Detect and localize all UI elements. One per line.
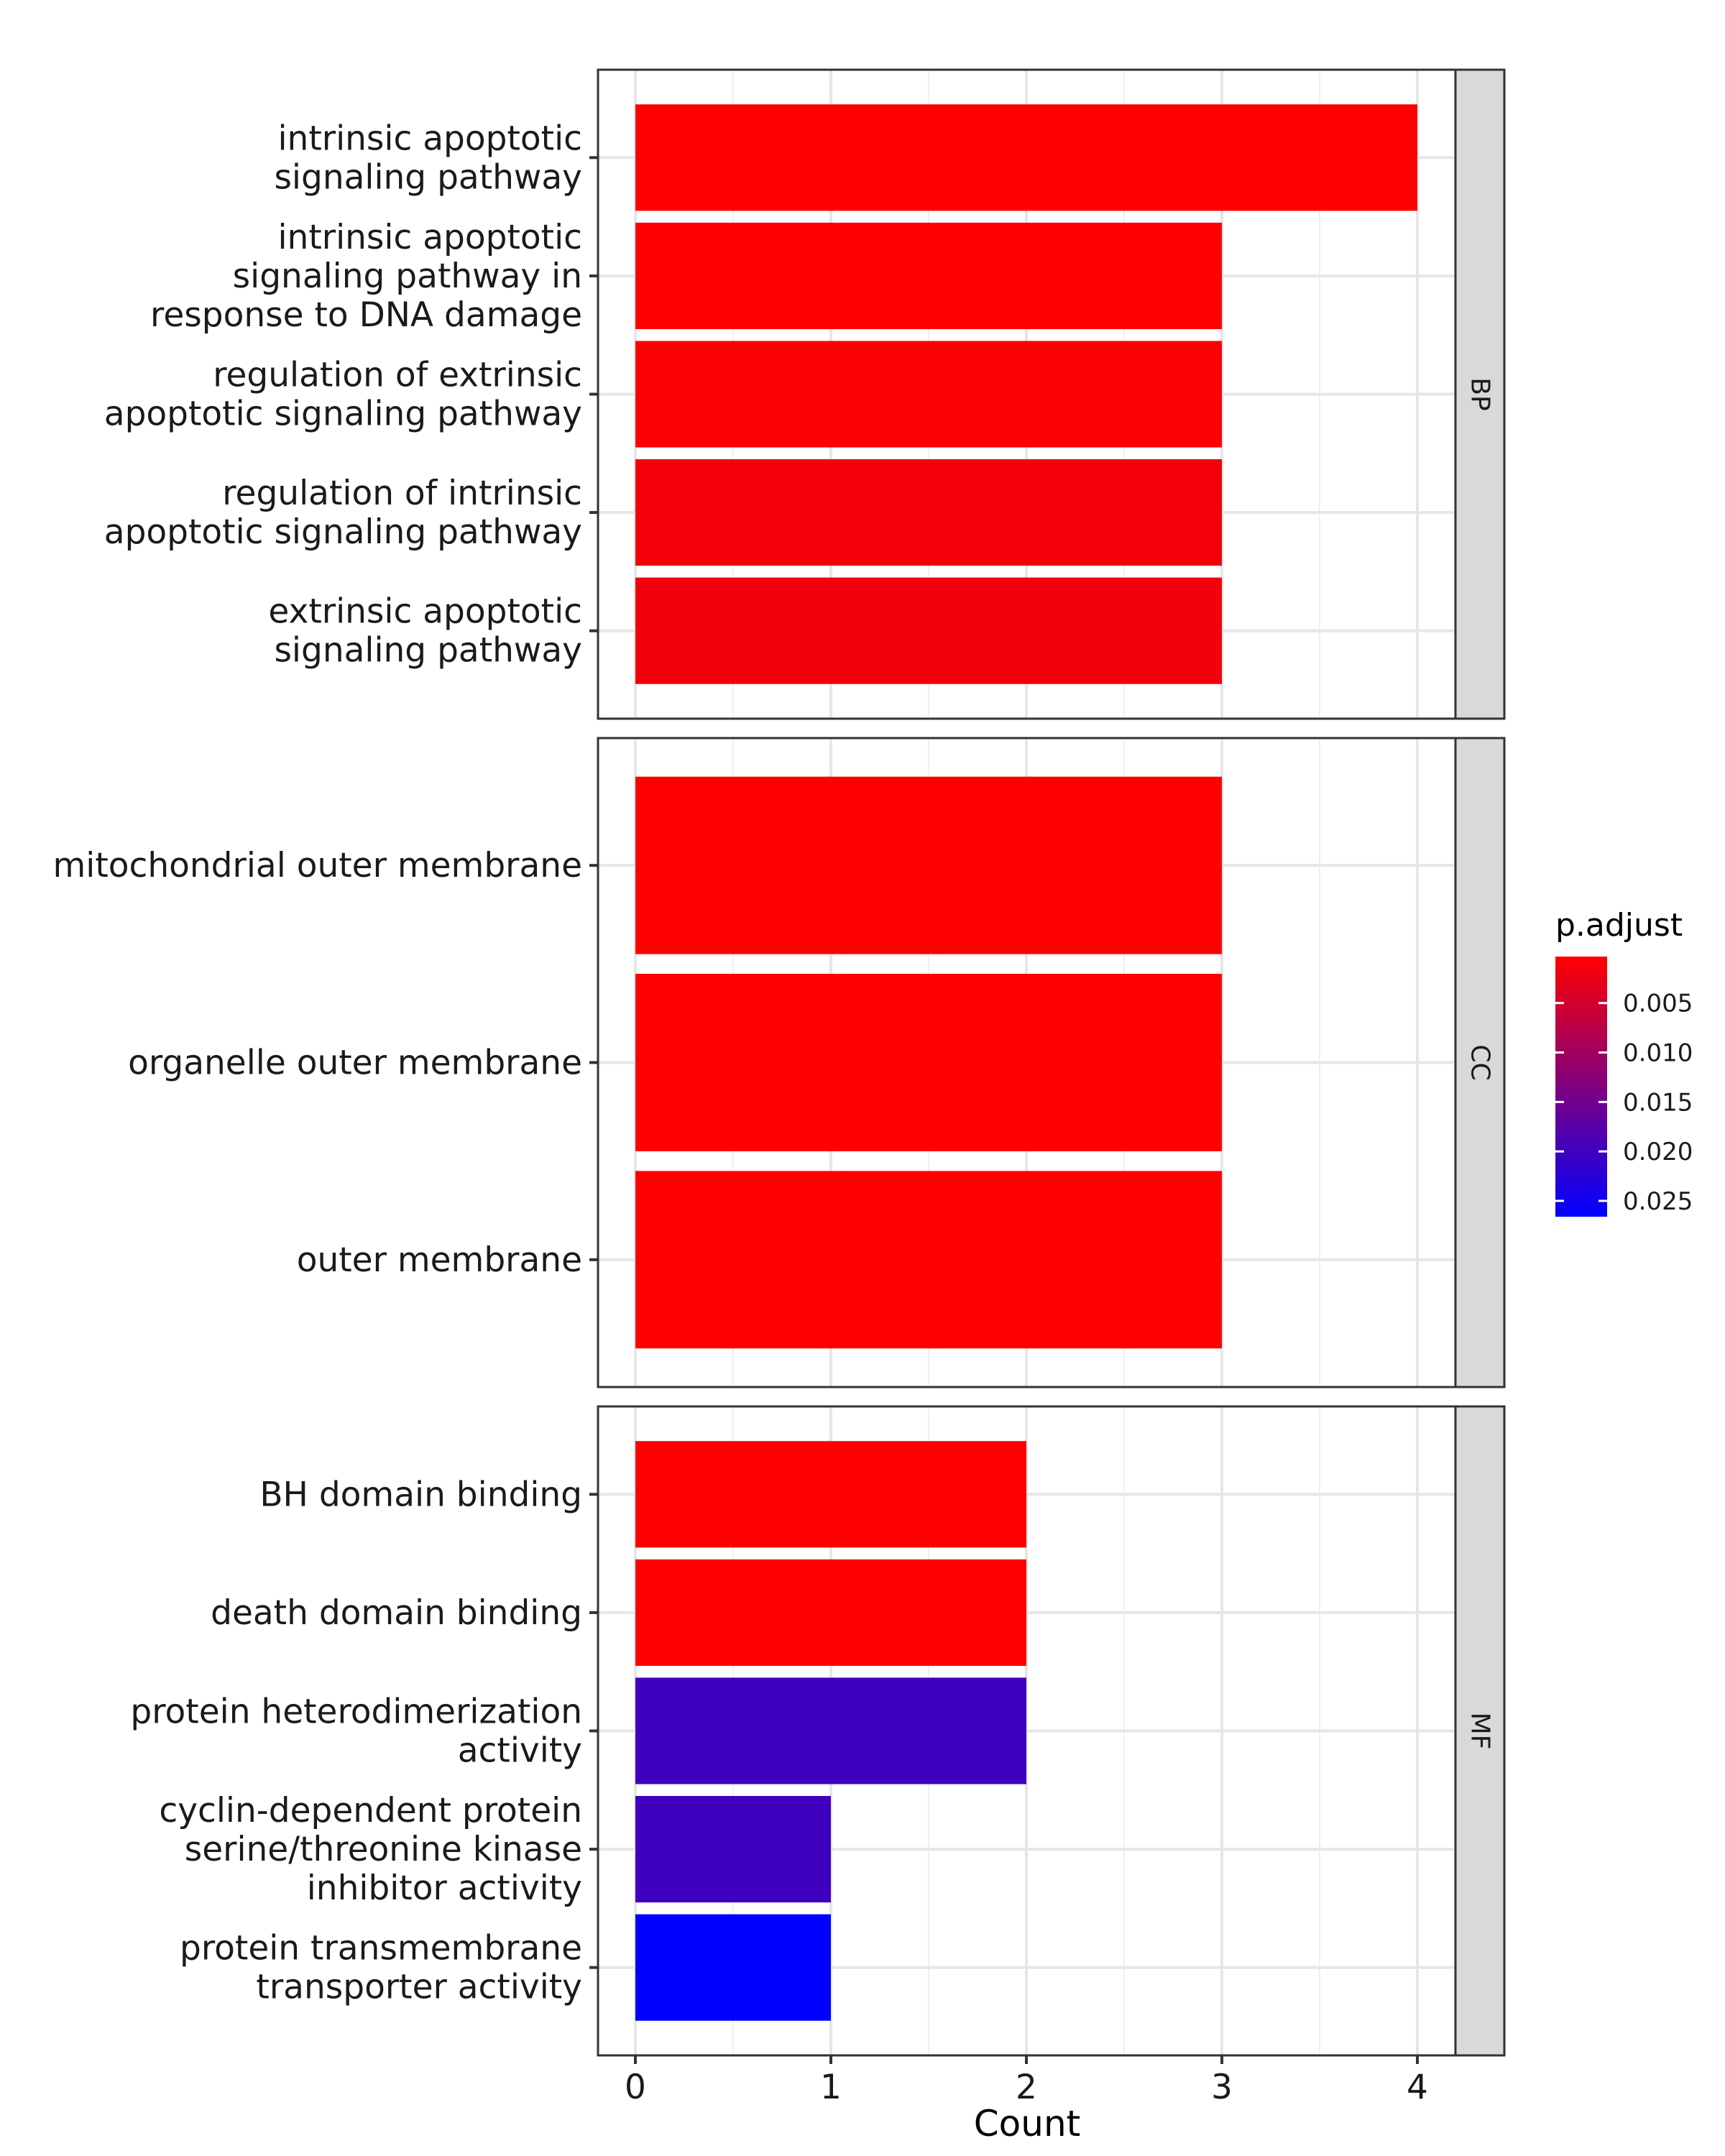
x-tick-label: 0 [625,2068,646,2107]
category-label: cyclin-dependent protein serine/threonine… [159,1791,582,1908]
category-label-line: BH domain binding [259,1475,582,1514]
x-tick-label: 2 [1016,2068,1037,2107]
facet-strip-label: CC [1466,1044,1495,1080]
legend-colorbar [1555,957,1607,1217]
bar-mf-4 [635,1796,831,1903]
category-label-line: signaling pathway in [233,257,582,296]
category-label: protein heterodimerization activity [130,1692,582,1771]
category-label-line: outer membrane [297,1240,582,1280]
category-label: death domain binding [211,1593,582,1633]
facet-panel-mf: BH domain binding death domain binding pro… [130,1405,1506,2057]
category-label-line: response to DNA damage [150,295,582,335]
category-label-line: apoptotic signaling pathway [104,395,582,434]
bar-cc-1 [635,776,1222,954]
facet-panels: intrinsic apoptotic signaling pathwayintr… [52,68,1506,2057]
category-label: regulation of intrinsic apoptotic signali… [104,474,582,552]
category-label-line: regulation of intrinsic [222,474,582,513]
x-axis: Count 0 1 2 3 4 [625,2055,1428,2145]
bar-bp-3 [635,341,1222,448]
legend-tick-label: 0.005 [1623,990,1693,1018]
category-label-line: activity [458,1731,582,1771]
bar-bp-5 [635,577,1222,684]
bar-mf-1 [635,1441,1026,1548]
category-label-line: inhibitor activity [307,1869,582,1908]
legend-tick-label: 0.015 [1623,1088,1693,1117]
bar-cc-3 [635,1171,1222,1349]
facet-strip [1454,68,1506,720]
category-label-line: organelle outer membrane [128,1044,582,1083]
category-label-line: signaling pathway [274,157,582,197]
category-label-line: mitochondrial outer membrane [52,846,582,885]
legend-title: p.adjust [1555,907,1683,944]
category-label: outer membrane [297,1240,582,1280]
category-label-line: protein heterodimerization [130,1692,582,1732]
facet-strip-label: BP [1466,377,1495,410]
category-label-line: transporter activity [256,1968,582,2007]
category-label: extrinsic apoptotic signaling pathway [268,592,582,671]
bar-bp-2 [635,222,1222,329]
color-legend: p.adjust 0.005 0.010 0.015 0.020 0.025 [1555,907,1693,1217]
legend-tick-label: 0.020 [1623,1138,1693,1166]
facet-panel-cc: mitochondrial outer membrane organelle ou… [52,737,1506,1388]
category-label-line: signaling pathway [274,631,582,671]
category-label: regulation of extrinsic apoptotic signali… [104,356,582,434]
facet-strip-label: MF [1466,1713,1495,1750]
category-label: protein transmembrane transporter activit… [180,1929,582,2007]
category-label: intrinsic apoptotic signaling pathway [274,119,582,197]
bar-mf-5 [635,1914,831,2021]
facet-panel-bp: intrinsic apoptotic signaling pathwayintr… [104,68,1506,720]
category-label: organelle outer membrane [128,1044,582,1083]
x-axis-title: Count [974,2103,1081,2145]
x-tick-label: 3 [1211,2068,1233,2107]
category-label: BH domain binding [259,1475,582,1514]
legend-tick-label: 0.025 [1623,1187,1693,1216]
category-label-line: regulation of extrinsic [213,356,582,395]
category-label-line: protein transmembrane [180,1929,582,1968]
legend-tick-label: 0.010 [1623,1039,1693,1068]
bar-bp-4 [635,459,1222,566]
x-tick-label: 1 [820,2068,842,2107]
bar-mf-2 [635,1559,1026,1666]
category-label-line: intrinsic apoptotic [277,218,582,257]
category-label-line: cyclin-dependent protein [159,1791,582,1830]
facet-strip [1454,1405,1506,2057]
bar-cc-2 [635,974,1222,1151]
bar-bp-1 [635,104,1417,211]
category-label-line: serine/threonine kinase [185,1830,582,1869]
category-label-line: extrinsic apoptotic [268,592,582,632]
facet-strip [1454,737,1506,1388]
bar-mf-3 [635,1677,1026,1784]
category-label: mitochondrial outer membrane [52,846,582,885]
category-label-line: apoptotic signaling pathway [104,512,582,552]
category-label-line: intrinsic apoptotic [277,119,582,158]
x-tick-label: 4 [1407,2068,1428,2107]
category-label-line: death domain binding [211,1593,582,1633]
category-label: intrinsic apoptotic signaling pathway in r… [150,218,582,335]
